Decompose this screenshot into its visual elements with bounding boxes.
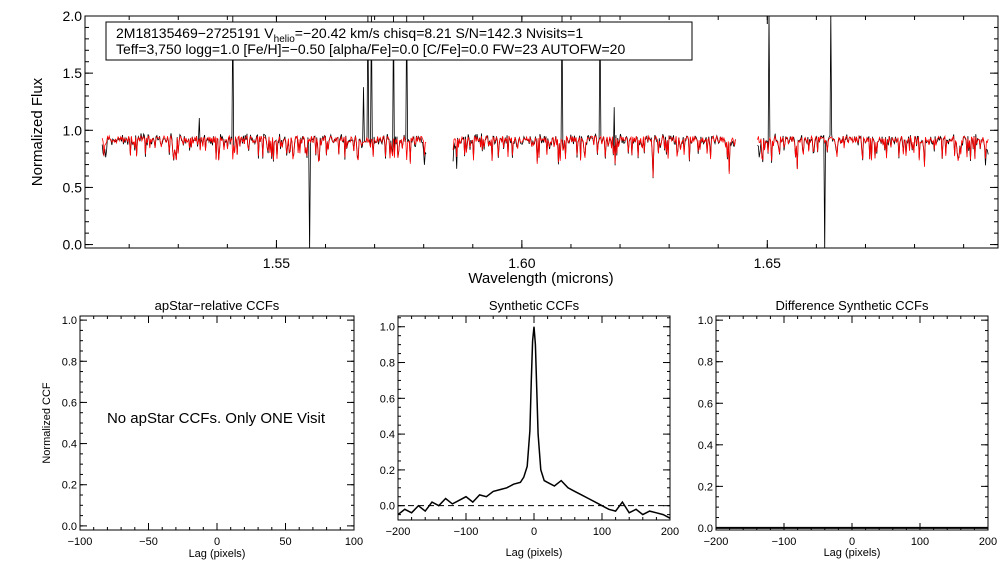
- synthetic-ccf-xtick-label: −200: [386, 526, 411, 538]
- spectrum-ytick-label: 1.0: [63, 122, 83, 138]
- apstar-ccf-xtick-label: −50: [139, 536, 158, 548]
- spectrum-xlabel: Wavelength (microns): [468, 270, 613, 287]
- difference-ccf-xlabel: Lag (pixels): [824, 547, 881, 559]
- spectrum-xtick-label: 1.55: [263, 255, 290, 271]
- difference-ccf-ytick-label: 0.0: [698, 523, 713, 535]
- spectrum-ticks: 1.55 1.60 1.65 0.0 0.5 1.0 1.5 2.0: [63, 8, 998, 271]
- apstar-ccf-ytick-label: 0.6: [62, 397, 77, 409]
- spectrum-observed-segment-1: [101, 16, 427, 248]
- spectrum-xtick-label: 1.65: [754, 255, 781, 271]
- synthetic-ccf-ytick-label: 0.0: [380, 501, 395, 513]
- apstar-ccf-ytick-label: 0.0: [62, 521, 77, 533]
- synthetic-ccf-xtick-label: 200: [661, 526, 679, 538]
- spectrum-synthetic-segment-3: [757, 134, 989, 170]
- legend-box: [105, 21, 693, 61]
- apstar-ccf-ytick-label: 0.4: [62, 439, 77, 451]
- spectrum-panel: 1.55 1.60 1.65 0.0 0.5 1.0 1.5 2.0 Wavelength (…: [29, 8, 999, 287]
- spectrum-ytick-label: 1.5: [63, 65, 83, 81]
- difference-ccf-ytick-label: 0.4: [698, 440, 713, 452]
- difference-ccf-xtick-label: 200: [979, 536, 997, 548]
- apstar-ccf-title: apStar−relative CCFs: [155, 298, 280, 313]
- legend-vhelio-subscript: helio: [274, 34, 296, 45]
- difference-ccf-xtick-label: 100: [911, 536, 929, 548]
- synthetic-ccf-line: [397, 326, 671, 519]
- spectrum-ytick-label: 2.0: [63, 8, 83, 24]
- apstar-ccf-panel: apStar−relative CCFs −100 −50 0 50 100 0.0 0.2…: [41, 298, 363, 560]
- legend-stats: =−20.42 km/s chisq=8.21 S/N=142.3 Nvisit…: [295, 25, 584, 41]
- apstar-ccf-message: No apStar CCFs. Only ONE Visit: [107, 410, 326, 427]
- spectrum-synthetic-line: [101, 134, 989, 178]
- synthetic-ccf-xlabel: Lag (pixels): [506, 547, 563, 559]
- legend-star-id: 2M18135469−2725191 V: [116, 25, 274, 41]
- synthetic-ccf-xtick-label: 0: [531, 526, 537, 538]
- legend-line-2: Teff=3,750 logg=1.0 [Fe/H]=−0.50 [alpha/…: [116, 41, 625, 57]
- spectrum-ylabel: Normalized Flux: [29, 77, 46, 186]
- legend-line-1: 2M18135469−2725191 Vhelio=−20.42 km/s ch…: [116, 25, 583, 45]
- apstar-ccf-xtick-label: 100: [345, 536, 363, 548]
- difference-ccf-ytick-label: 0.8: [698, 357, 713, 369]
- spectrum-ytick-label: 0.0: [63, 237, 83, 253]
- synthetic-ccf-title: Synthetic CCFs: [489, 298, 580, 313]
- difference-ccf-ytick-label: 0.2: [698, 481, 713, 493]
- difference-ccf-panel: Difference Synthetic CCFs −200 −100 0 100 20…: [698, 298, 997, 559]
- spectrum-observed-segment-3: [757, 16, 989, 248]
- apstar-ccf-xtick-label: −100: [68, 536, 93, 548]
- difference-ccf-xtick-label: 0: [849, 536, 855, 548]
- difference-ccf-ytick-label: 0.6: [698, 398, 713, 410]
- synthetic-ccf-panel: Synthetic CCFs −200 −100 0 100 200 0.0 0.2 0.4 0…: [380, 298, 679, 559]
- synthetic-ccf-xtick-label: −100: [454, 526, 479, 538]
- synthetic-ccf-ytick-label: 0.4: [380, 429, 395, 441]
- difference-ccf-xtick-label: −100: [772, 536, 797, 548]
- synthetic-ccf-frame: [397, 315, 671, 521]
- spectrum-plot-frame: [84, 15, 999, 249]
- apstar-ccf-xlabel: Lag (pixels): [189, 548, 246, 560]
- synthetic-ccf-ytick-label: 0.6: [380, 393, 395, 405]
- spectrum-xtick-label: 1.60: [508, 255, 535, 271]
- apstar-ccf-ytick-label: 0.8: [62, 356, 77, 368]
- difference-ccf-frame: [715, 315, 989, 531]
- difference-ccf-xtick-label: −200: [704, 536, 729, 548]
- difference-ccf-ticks: −200 −100 0 100 200 0.0 0.2 0.4 0.6 0.8 1.0: [698, 315, 997, 548]
- difference-ccf-title: Difference Synthetic CCFs: [776, 298, 929, 313]
- synthetic-ccf-ytick-label: 1.0: [380, 322, 395, 334]
- synthetic-ccf-ticks: −200 −100 0 100 200 0.0 0.2 0.4 0.6 0.8 1.0: [380, 316, 679, 538]
- spectrum-synthetic-segment-2: [452, 134, 736, 178]
- apstar-ccf-xtick-label: 0: [214, 536, 220, 548]
- synthetic-ccf-ytick-label: 0.8: [380, 358, 395, 370]
- apstar-ccf-xtick-label: 50: [279, 536, 291, 548]
- apstar-ccf-ticks: −100 −50 0 50 100 0.0 0.2 0.4 0.6 0.8 1.0: [62, 315, 363, 548]
- synthetic-ccf-ytick-label: 0.2: [380, 465, 395, 477]
- synthetic-ccf-xtick-label: 100: [593, 526, 611, 538]
- spectrum-legend: 2M18135469−2725191 Vhelio=−20.42 km/s ch…: [105, 21, 693, 61]
- difference-ccf-ytick-label: 1.0: [698, 315, 713, 327]
- apstar-ccf-ytick-label: 0.2: [62, 480, 77, 492]
- spectrum-synthetic-segment-1: [101, 134, 427, 164]
- spectrum-ytick-label: 0.5: [63, 179, 83, 195]
- apstar-ccf-ylabel: Normalized CCF: [41, 382, 53, 464]
- apstar-ccf-ytick-label: 1.0: [62, 315, 77, 327]
